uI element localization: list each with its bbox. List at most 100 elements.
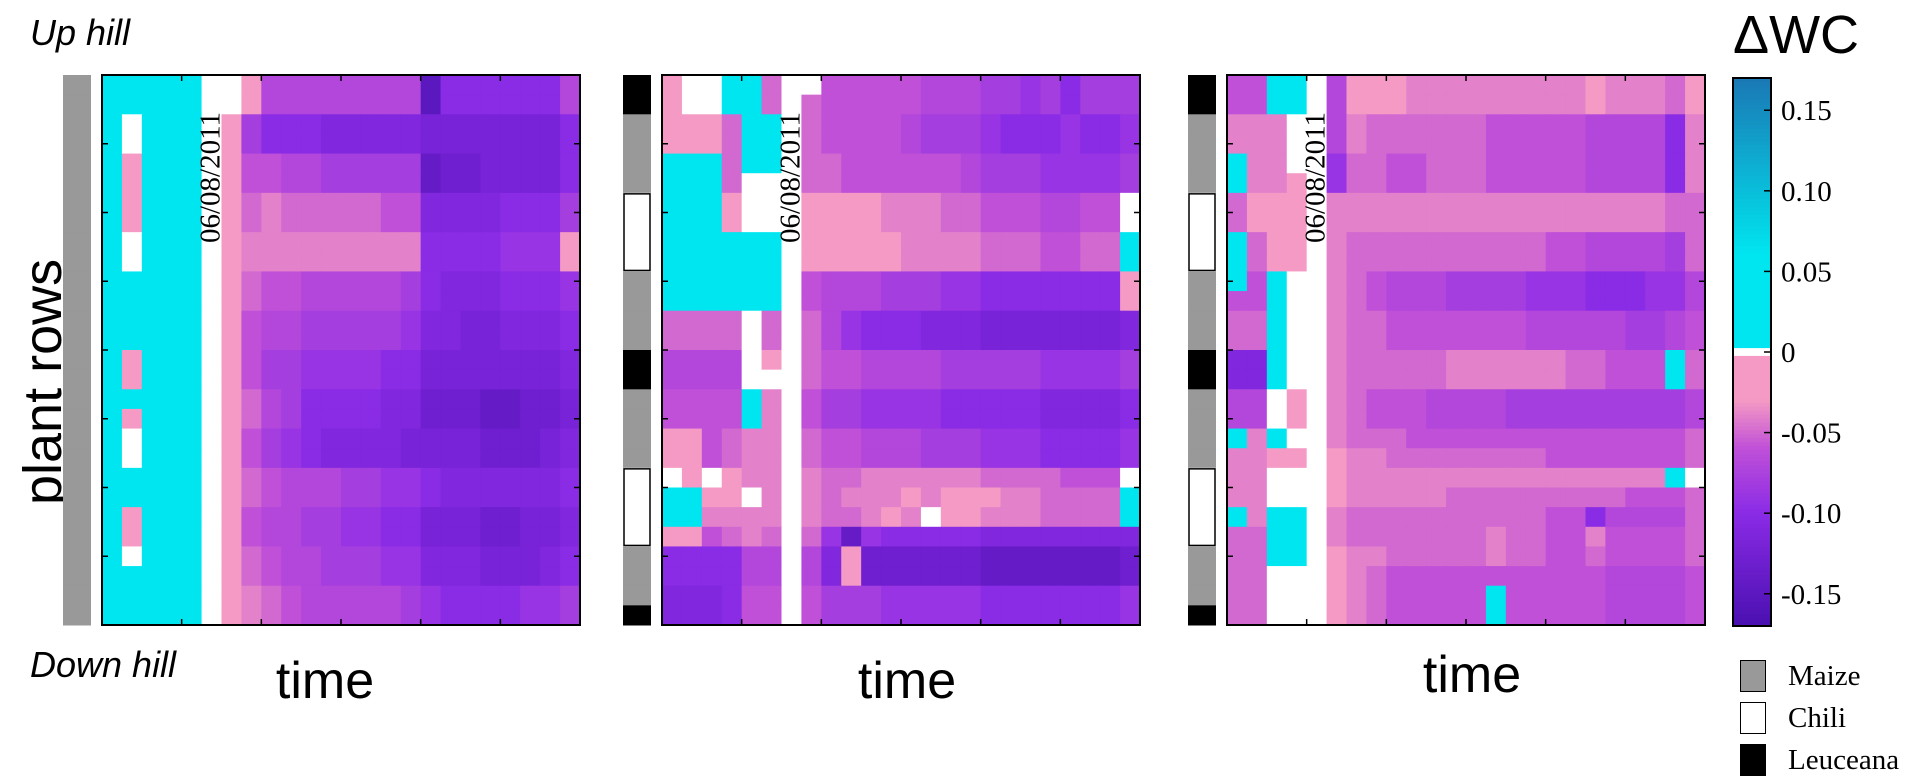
heatmap-cell <box>400 330 422 351</box>
heatmap-cell <box>480 605 501 626</box>
heatmap-cell <box>1306 566 1328 587</box>
row-strip-outline <box>1188 605 1216 625</box>
heatmap-cell <box>960 310 982 331</box>
heatmap-cell <box>1565 546 1586 567</box>
heatmap-cell <box>201 133 222 155</box>
heatmap-cell <box>1386 467 1407 488</box>
heatmap-cell <box>801 585 822 606</box>
heatmap-cell <box>1446 114 1467 135</box>
heatmap-cell <box>540 192 561 213</box>
heatmap-cell <box>1406 605 1427 626</box>
heatmap-cell <box>861 75 882 96</box>
heatmap-cell <box>1000 408 1021 430</box>
heatmap-cell <box>1485 232 1507 253</box>
heatmap-cell <box>841 350 862 371</box>
heatmap-cell <box>960 566 982 587</box>
heatmap-cell <box>1286 585 1308 606</box>
heatmap-cell <box>1227 153 1248 174</box>
colorbar-segment <box>1733 324 1771 330</box>
heatmap-cell <box>1605 487 1626 508</box>
heatmap-cell <box>681 566 703 587</box>
heatmap-cell <box>801 467 822 488</box>
heatmap-cell <box>301 408 322 430</box>
colorbar-segment <box>1733 395 1771 400</box>
row-strip-cell <box>623 428 651 449</box>
heatmap-cell <box>181 173 203 194</box>
colorbar-segment <box>1733 121 1771 126</box>
heatmap-cell <box>1227 133 1248 155</box>
heatmap-cell <box>801 94 822 115</box>
heatmap-cell <box>960 94 982 115</box>
heatmap-cell <box>1525 566 1547 587</box>
heatmap-cell <box>781 428 802 449</box>
heatmap-cell <box>420 487 442 508</box>
heatmap-cell <box>1625 291 1646 312</box>
row-strip-cell <box>1188 467 1216 488</box>
heatmap-cell <box>960 526 982 547</box>
heatmap-cell <box>301 350 322 371</box>
heatmap-cell <box>1605 192 1626 213</box>
heatmap-cell <box>1585 428 1606 449</box>
heatmap-cell <box>781 448 802 469</box>
heatmap-cell <box>400 192 422 213</box>
heatmap-cell <box>1266 467 1288 488</box>
heatmap-cell <box>1645 75 1666 96</box>
heatmap-cell <box>681 546 703 567</box>
heatmap-cell <box>560 232 581 253</box>
heatmap-cell <box>1545 153 1567 174</box>
heatmap-cell <box>261 75 282 96</box>
heatmap-cell <box>1426 448 1447 469</box>
heatmap-cell <box>261 350 282 371</box>
heatmap-cell <box>460 153 481 174</box>
heatmap-cell <box>901 94 922 115</box>
heatmap-cell <box>321 330 342 351</box>
heatmap-cell <box>761 507 782 528</box>
heatmap-cell <box>781 94 802 115</box>
heatmap-cell <box>1366 605 1387 626</box>
heatmap-cell <box>1585 173 1606 194</box>
heatmap-cell <box>881 251 902 272</box>
heatmap-cell <box>500 605 521 626</box>
heatmap-cell <box>1246 546 1268 567</box>
heatmap-cell <box>1266 408 1288 430</box>
heatmap-cell <box>261 585 282 606</box>
heatmap-cell <box>380 192 402 213</box>
heatmap-cell <box>741 566 763 587</box>
heatmap-cell <box>1040 232 1061 253</box>
heatmap-cell <box>460 310 481 331</box>
heatmap-cell <box>721 566 743 587</box>
heatmap-cell <box>801 605 822 626</box>
heatmap-cell <box>1040 173 1061 194</box>
heatmap-cell <box>141 585 163 606</box>
heatmap-cell <box>940 75 962 96</box>
row-strip-cell <box>1188 173 1216 194</box>
heatmap-cell <box>201 94 222 115</box>
heatmap-cell <box>480 212 501 233</box>
heatmap-cell <box>1665 212 1686 233</box>
heatmap-cell <box>440 330 461 351</box>
heatmap-cell <box>1406 173 1427 194</box>
heatmap-cell <box>1585 448 1606 469</box>
heatmap-cell <box>181 526 203 547</box>
heatmap-cell <box>721 75 743 96</box>
heatmap-cell <box>1286 310 1308 331</box>
heatmap-cell <box>681 605 703 626</box>
heatmap-cell <box>301 330 322 351</box>
heatmap-cell <box>440 251 461 272</box>
heatmap-cell <box>1585 389 1606 410</box>
heatmap-cell <box>980 192 1002 213</box>
heatmap-cell <box>1565 487 1586 508</box>
heatmap-cell <box>241 291 262 312</box>
heatmap-cell <box>360 133 382 155</box>
heatmap-cell <box>1585 546 1606 567</box>
heatmap-cell <box>1685 546 1706 567</box>
heatmap-cell <box>940 428 962 449</box>
colorbar-segment <box>1733 144 1771 150</box>
heatmap-cell <box>1326 605 1347 626</box>
heatmap-cell <box>741 251 763 272</box>
heatmap-cell <box>1665 526 1686 547</box>
heatmap-cell <box>221 310 242 331</box>
colorbar-segment <box>1733 618 1771 623</box>
heatmap-cell <box>801 192 822 213</box>
heatmap-cell <box>920 212 942 233</box>
